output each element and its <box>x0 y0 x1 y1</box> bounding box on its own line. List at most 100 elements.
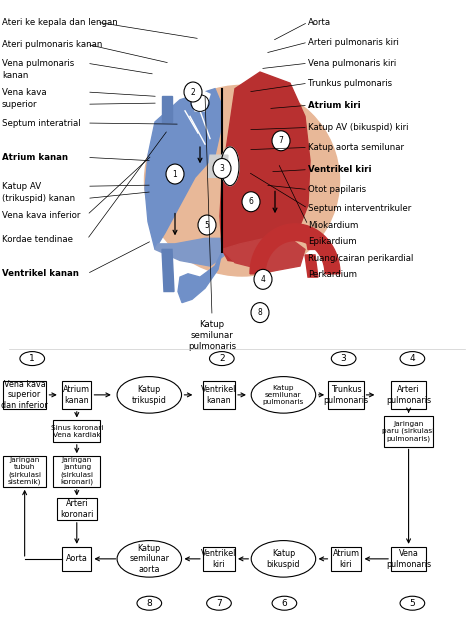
Text: Atrium kanan: Atrium kanan <box>2 153 68 162</box>
Ellipse shape <box>221 147 239 185</box>
Text: 7: 7 <box>216 599 222 607</box>
Text: Ateri ke kepala dan lengan: Ateri ke kepala dan lengan <box>2 18 118 27</box>
Text: Ventrikel
kiri: Ventrikel kiri <box>201 549 237 569</box>
Text: Katup
semilunar
pulmonaris: Katup semilunar pulmonaris <box>263 385 304 405</box>
Text: semilunar: semilunar <box>191 331 233 341</box>
Text: 1: 1 <box>29 354 35 363</box>
FancyBboxPatch shape <box>391 547 426 571</box>
Text: 8: 8 <box>146 599 152 607</box>
FancyBboxPatch shape <box>53 456 100 487</box>
Circle shape <box>198 215 216 235</box>
Text: 3: 3 <box>219 164 224 173</box>
Polygon shape <box>162 250 174 292</box>
Text: Septum interatrial: Septum interatrial <box>2 119 81 127</box>
Text: Epikardium: Epikardium <box>308 237 356 246</box>
Polygon shape <box>222 239 305 271</box>
Text: Ventrikel kanan: Ventrikel kanan <box>2 269 79 278</box>
Text: 3: 3 <box>341 354 346 363</box>
Text: (trikuspid) kanan: (trikuspid) kanan <box>2 194 75 203</box>
FancyBboxPatch shape <box>203 381 235 409</box>
Polygon shape <box>305 255 318 277</box>
Polygon shape <box>145 88 222 250</box>
Polygon shape <box>155 239 225 266</box>
FancyBboxPatch shape <box>57 498 97 520</box>
Text: Jaringan
tubuh
(sirkulasi
sistemik): Jaringan tubuh (sirkulasi sistemik) <box>8 457 41 486</box>
Text: Sinus koronari
Vena kardiak: Sinus koronari Vena kardiak <box>51 425 103 438</box>
Circle shape <box>213 158 231 179</box>
Text: Aorta: Aorta <box>308 18 331 27</box>
Circle shape <box>400 596 425 610</box>
Circle shape <box>117 376 182 413</box>
Text: Katup AV (bikuspid) kiri: Katup AV (bikuspid) kiri <box>308 123 409 132</box>
Text: Katup: Katup <box>200 320 225 329</box>
Text: 1: 1 <box>173 169 177 179</box>
Circle shape <box>251 303 269 323</box>
Text: Ateri pulmonaris kanan: Ateri pulmonaris kanan <box>2 40 102 49</box>
Circle shape <box>254 269 272 289</box>
FancyBboxPatch shape <box>53 420 100 442</box>
Text: Katup
semilunar
aorta: Katup semilunar aorta <box>129 544 169 574</box>
Circle shape <box>184 82 202 102</box>
Text: Kordae tendinae: Kordae tendinae <box>2 235 73 244</box>
Text: 5: 5 <box>410 599 415 607</box>
Circle shape <box>207 596 231 610</box>
Circle shape <box>251 541 316 577</box>
Text: 5: 5 <box>205 221 210 229</box>
Text: 4: 4 <box>261 275 265 284</box>
Polygon shape <box>190 88 210 111</box>
FancyBboxPatch shape <box>62 547 91 571</box>
Text: 6: 6 <box>248 197 254 206</box>
Text: 8: 8 <box>258 308 263 317</box>
FancyBboxPatch shape <box>203 547 235 571</box>
Text: kanan: kanan <box>2 71 28 80</box>
FancyBboxPatch shape <box>62 381 91 409</box>
Text: Vena pulmonaris: Vena pulmonaris <box>2 59 74 68</box>
FancyBboxPatch shape <box>3 456 46 487</box>
Polygon shape <box>178 252 222 303</box>
Text: Trunkus
pulmonaris: Trunkus pulmonaris <box>323 385 369 405</box>
Text: Atrium kiri: Atrium kiri <box>308 101 361 110</box>
Circle shape <box>117 541 182 577</box>
FancyBboxPatch shape <box>391 381 426 409</box>
Polygon shape <box>220 72 310 263</box>
Circle shape <box>20 352 45 366</box>
Polygon shape <box>250 224 340 274</box>
Text: Katup aorta semilunar: Katup aorta semilunar <box>308 143 404 152</box>
FancyBboxPatch shape <box>331 547 361 571</box>
Text: Vena pulmonaris kiri: Vena pulmonaris kiri <box>308 59 396 68</box>
FancyBboxPatch shape <box>3 381 46 409</box>
Text: Perkardium: Perkardium <box>308 271 357 279</box>
Circle shape <box>210 352 234 366</box>
Text: Arteri pulmonaris kiri: Arteri pulmonaris kiri <box>308 38 399 46</box>
Text: Trunkus pulmonaris: Trunkus pulmonaris <box>308 78 392 88</box>
Circle shape <box>166 164 184 184</box>
Text: Vena kava
superior
dan inferior: Vena kava superior dan inferior <box>1 380 48 410</box>
Text: Arteri
koronari: Arteri koronari <box>60 499 93 519</box>
Text: Jaringan
jantung
(sirkulasi
koronari): Jaringan jantung (sirkulasi koronari) <box>60 457 93 486</box>
Text: 2: 2 <box>219 354 225 363</box>
Polygon shape <box>208 155 228 177</box>
Text: pulmonaris: pulmonaris <box>188 342 236 352</box>
Text: Otot papilaris: Otot papilaris <box>308 185 366 194</box>
Text: 2: 2 <box>191 88 195 96</box>
Text: Katup
bikuspid: Katup bikuspid <box>267 549 300 569</box>
Circle shape <box>400 352 425 366</box>
Circle shape <box>251 376 316 413</box>
Ellipse shape <box>145 85 339 276</box>
Polygon shape <box>162 96 172 122</box>
Text: Ventrikel
kanan: Ventrikel kanan <box>201 385 237 405</box>
Text: 6: 6 <box>282 599 287 607</box>
FancyBboxPatch shape <box>328 381 364 409</box>
Text: Miokardium: Miokardium <box>308 221 358 229</box>
Text: Septum interventrikuler: Septum interventrikuler <box>308 204 411 213</box>
Text: Katup
trikuspid: Katup trikuspid <box>132 385 167 405</box>
Text: Aorta: Aorta <box>66 554 88 564</box>
Text: Vena kava inferior: Vena kava inferior <box>2 211 81 219</box>
Circle shape <box>242 192 260 212</box>
Text: Vena
pulmonaris: Vena pulmonaris <box>386 549 431 569</box>
Circle shape <box>137 596 162 610</box>
Text: superior: superior <box>2 99 37 109</box>
FancyBboxPatch shape <box>383 416 433 447</box>
Circle shape <box>272 596 297 610</box>
Text: Ruang/cairan perikardial: Ruang/cairan perikardial <box>308 254 413 263</box>
